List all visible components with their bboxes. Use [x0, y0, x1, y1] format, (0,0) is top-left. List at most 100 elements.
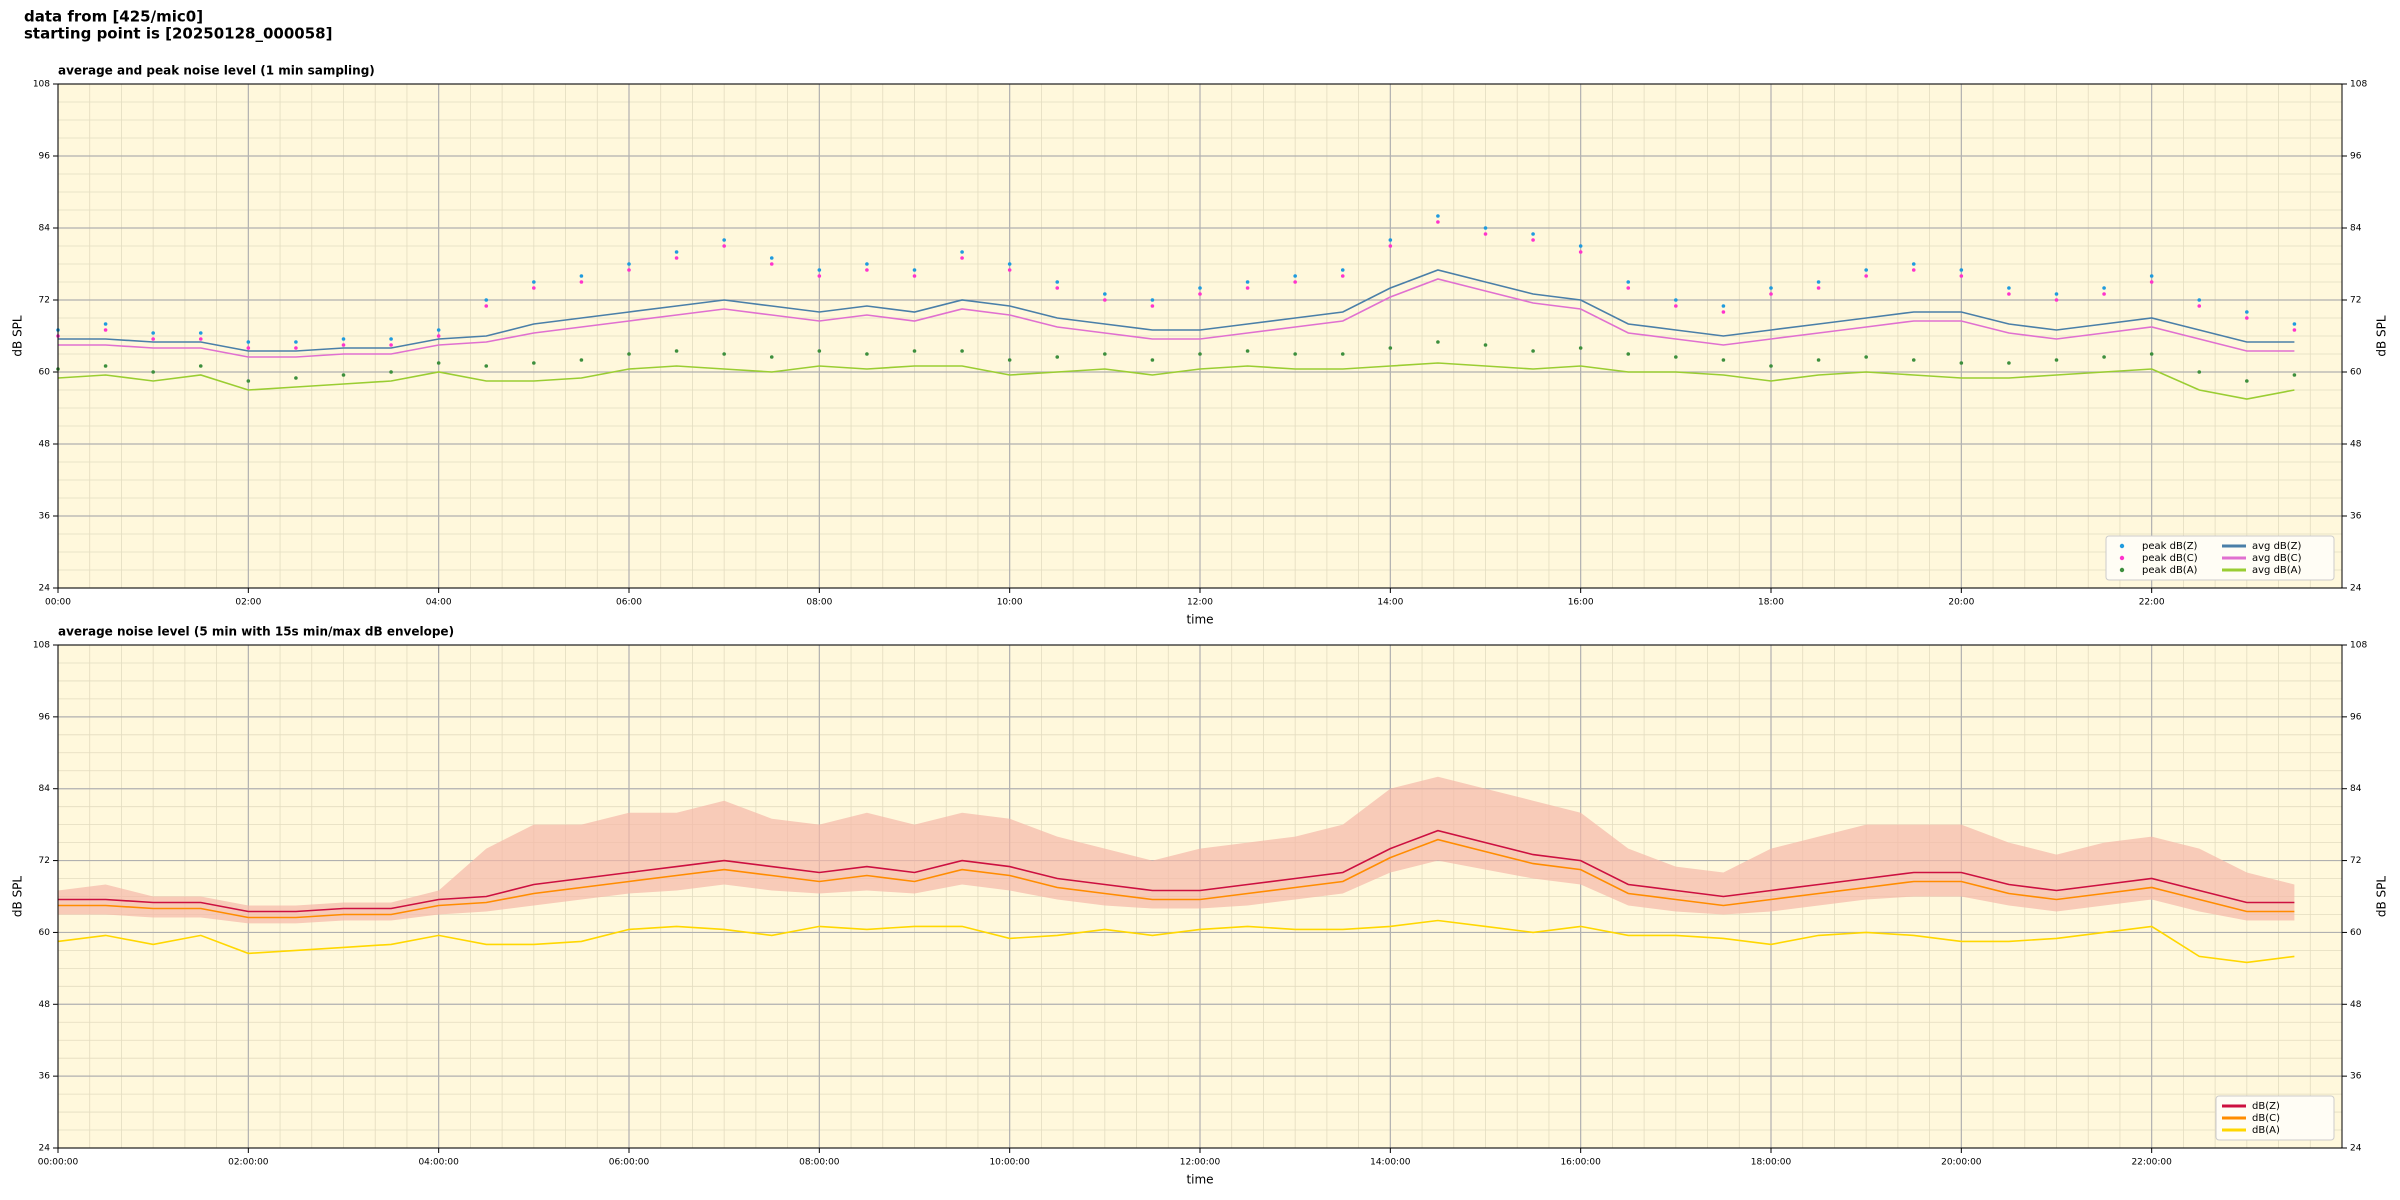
peak-dot: [198, 364, 203, 368]
peak-dot: [246, 346, 251, 350]
x-tick-label: 04:00: [426, 598, 452, 608]
peak-dot: [674, 256, 679, 260]
y-tick-label: 108: [2350, 80, 2367, 90]
peak-dot: [1150, 304, 1155, 308]
peak-dot: [2245, 310, 2249, 314]
y-tick-label: 96: [2350, 152, 2362, 162]
peak-dot: [769, 256, 774, 260]
y-tick-label: 36: [2350, 512, 2362, 522]
peak-dot: [532, 361, 536, 365]
legend-symbol: [2119, 543, 2125, 549]
peak-dot: [341, 337, 346, 341]
x-tick-label: 14:00:00: [1370, 1158, 1411, 1168]
peak-dot: [769, 355, 774, 359]
series-line: [58, 269, 2295, 352]
y-axis-label: dB SPL: [11, 315, 25, 357]
x-tick-label: 06:00:00: [609, 1158, 650, 1168]
y-tick-label: 84: [2350, 784, 2362, 794]
x-tick-label: 16:00:00: [1560, 1158, 1601, 1168]
peak-dot: [1769, 364, 1773, 368]
peak-dot: [2149, 352, 2154, 356]
y-tick-label: 60: [39, 368, 51, 378]
peak-dot: [627, 268, 631, 272]
y-tick-label: 24: [2350, 584, 2362, 594]
peak-dot: [484, 364, 489, 368]
chart-title: average and peak noise level (1 min samp…: [58, 64, 375, 78]
peak-dot: [2245, 316, 2249, 320]
peak-dot: [1483, 226, 1488, 230]
legend-label: avg dB(Z): [2252, 541, 2302, 552]
peak-dot: [1340, 352, 1345, 356]
peak-dot: [103, 328, 108, 332]
peak-dot: [2007, 292, 2011, 296]
peak-dot: [1293, 280, 1297, 284]
chart-panel: 24 24 36 36 48 48 60 60 72 72 84 84 96 96 108 108 00:00:…: [11, 625, 2389, 1187]
peak-dot: [2102, 292, 2106, 296]
x-tick-label: 10:00:00: [989, 1158, 1030, 1168]
peak-dot: [1578, 250, 1583, 254]
peak-dot: [151, 337, 155, 341]
y-tick-label: 60: [2350, 368, 2362, 378]
peak-dot: [865, 352, 869, 356]
y-tick-label: 72: [39, 856, 50, 866]
peak-dot: [341, 373, 346, 377]
y-tick-label: 60: [39, 928, 51, 938]
peak-dot: [1626, 280, 1631, 284]
peak-dot: [1340, 268, 1345, 272]
peak-dot: [1388, 346, 1393, 350]
peak-dot: [1816, 280, 1821, 284]
peak-dot: [2007, 286, 2011, 290]
legend-label: peak dB(A): [2142, 565, 2198, 576]
peak-dot: [960, 256, 964, 260]
peak-dot: [1816, 358, 1821, 362]
y-tick-label: 48: [39, 1000, 51, 1010]
peak-dot: [2102, 286, 2106, 290]
x-tick-label: 04:00:00: [418, 1158, 459, 1168]
y-axis-label: dB SPL: [2375, 876, 2389, 918]
peak-dot: [1578, 346, 1583, 350]
peak-dot: [1103, 292, 1107, 296]
peak-dot: [1578, 244, 1583, 248]
x-tick-label: 08:00: [806, 598, 832, 608]
series-line: [58, 278, 2295, 358]
x-tick-label: 18:00:00: [1751, 1158, 1792, 1168]
peak-dot: [2197, 370, 2202, 374]
peak-dot: [2149, 280, 2154, 284]
peak-dot: [246, 340, 251, 344]
peak-dot: [674, 349, 679, 353]
peak-dot: [1626, 352, 1631, 356]
legend-label: dB(C): [2252, 1113, 2280, 1124]
peak-dot: [912, 274, 917, 278]
peak-dot: [1531, 232, 1535, 236]
x-tick-label: 22:00: [2139, 598, 2165, 608]
y-tick-label: 60: [2350, 928, 2362, 938]
peak-dot: [2197, 298, 2202, 302]
peak-dot: [436, 328, 441, 332]
peak-dot: [2007, 361, 2011, 365]
y-tick-label: 96: [2350, 712, 2362, 722]
peak-dot: [1721, 358, 1726, 362]
peak-dot: [389, 343, 393, 347]
peak-dot: [1245, 286, 1250, 290]
peak-dot: [627, 352, 631, 356]
peak-dot: [1007, 358, 1012, 362]
peak-dot: [1055, 286, 1060, 290]
y-tick-label: 72: [39, 296, 50, 306]
plot-frame: [57, 644, 2343, 1149]
y-tick-label: 84: [39, 784, 51, 794]
peak-dot: [1911, 262, 1916, 266]
x-tick-label: 12:00: [1187, 598, 1213, 608]
peak-dot: [2292, 328, 2297, 332]
x-tick-label: 20:00:00: [1941, 1158, 1982, 1168]
y-tick-label: 108: [33, 641, 50, 651]
peak-dot: [1103, 352, 1107, 356]
peak-dot: [865, 268, 869, 272]
peak-dot: [1674, 298, 1678, 302]
peak-dot: [294, 340, 298, 344]
peak-dot: [579, 358, 584, 362]
peak-dot: [1436, 340, 1440, 344]
peak-dot: [2054, 292, 2059, 296]
peak-dot: [1198, 292, 1202, 296]
peak-dot: [1531, 238, 1535, 242]
x-tick-label: 02:00:00: [228, 1158, 269, 1168]
